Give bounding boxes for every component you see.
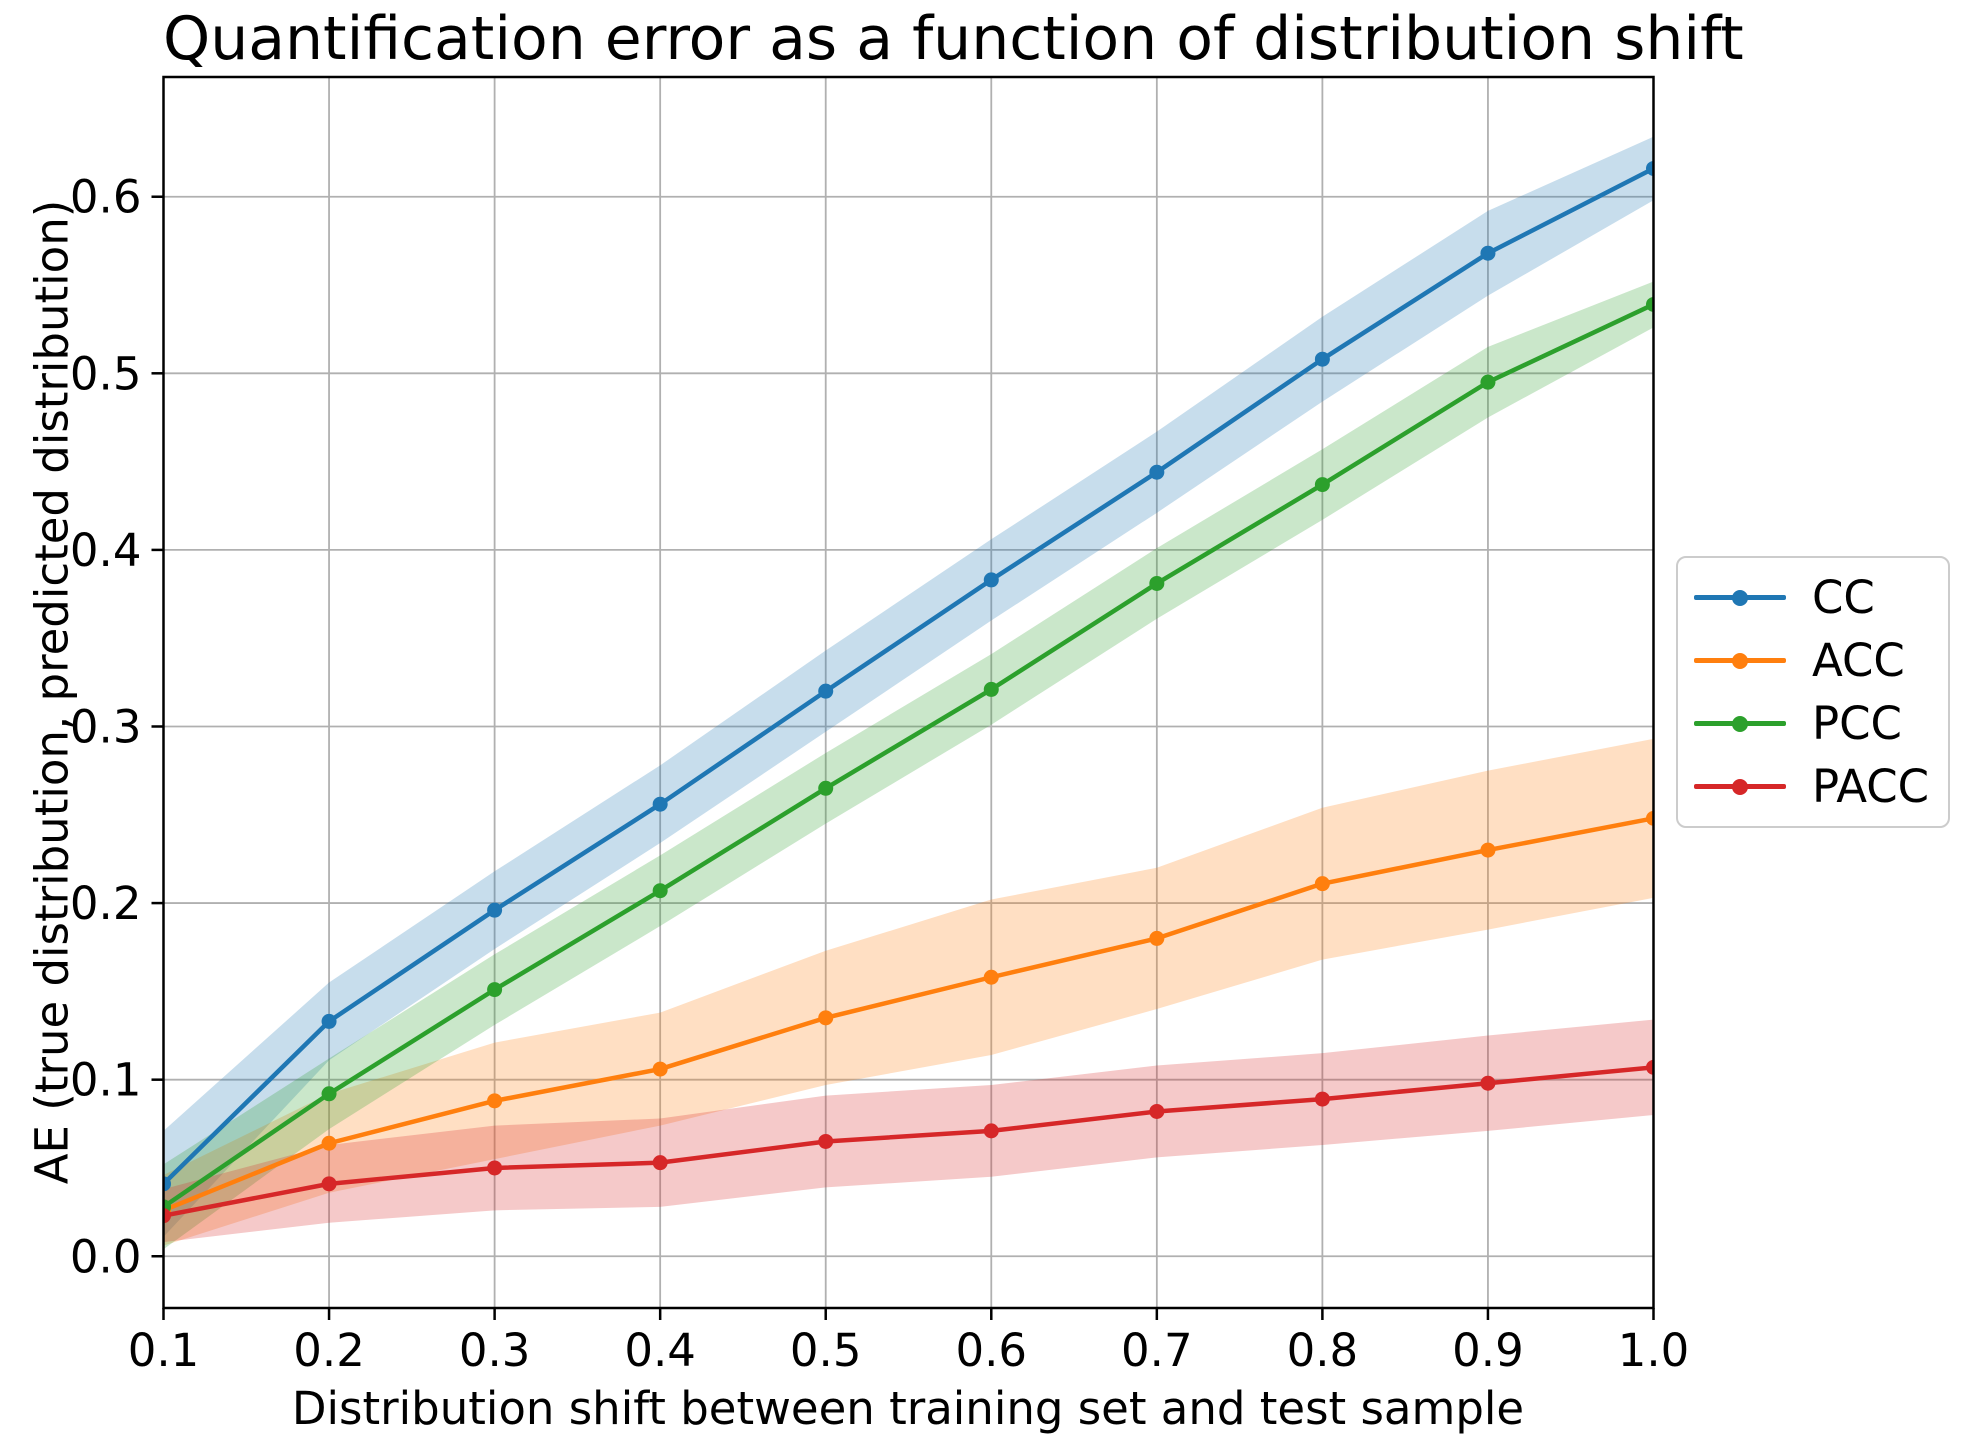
x-tick-label: 0.2	[293, 1324, 365, 1377]
marker-acc	[1480, 842, 1496, 858]
legend-label-pcc: PCC	[1812, 697, 1902, 750]
marker-acc	[1646, 810, 1654, 826]
marker-pacc	[1480, 1075, 1496, 1091]
marker-pacc	[1646, 1059, 1654, 1075]
marker-acc	[983, 969, 999, 985]
marker-acc	[321, 1135, 337, 1151]
marker-pacc	[652, 1155, 668, 1171]
y-tick-label: 0.3	[70, 700, 142, 753]
marker-pcc	[1149, 575, 1165, 591]
legend-item-pcc: PCC	[1678, 696, 1948, 752]
marker-pcc	[1480, 374, 1496, 390]
legend-label-acc: ACC	[1812, 634, 1905, 687]
marker-pacc	[983, 1123, 999, 1139]
marker-pcc	[818, 780, 834, 796]
band-pcc	[163, 281, 1654, 1250]
marker-acc	[1149, 930, 1165, 946]
y-tick-label: 0.6	[70, 171, 142, 224]
tick-marks	[151, 195, 1655, 1320]
band-acc	[163, 738, 1654, 1246]
x-tick-label: 0.5	[790, 1324, 862, 1377]
marker-acc	[818, 1010, 834, 1026]
marker-pacc	[321, 1176, 337, 1192]
marker-cc	[983, 572, 999, 588]
x-tick-label: 0.8	[1287, 1324, 1359, 1377]
marker-cc	[1314, 351, 1330, 367]
legend-marker-icon	[1732, 652, 1748, 669]
marker-pcc	[1314, 477, 1330, 493]
marker-acc	[1314, 876, 1330, 892]
legend-marker-icon	[1732, 715, 1748, 732]
series-cc	[163, 160, 1654, 1192]
y-tick-label: 0.1	[70, 1054, 142, 1107]
marker-cc	[1149, 464, 1165, 480]
band-cc	[163, 136, 1654, 1237]
y-tick-label: 0.4	[70, 524, 142, 577]
legend-item-acc: ACC	[1678, 633, 1948, 689]
x-tick-label: 0.6	[955, 1324, 1027, 1377]
marker-cc	[818, 683, 834, 699]
y-tick-label: 0.2	[70, 877, 142, 930]
marker-pacc	[1149, 1103, 1165, 1119]
marker-pcc	[652, 883, 668, 899]
marker-pcc	[321, 1086, 337, 1102]
confidence-bands	[163, 136, 1654, 1250]
marker-acc	[487, 1093, 503, 1109]
marker-cc	[1646, 160, 1654, 176]
legend-label-pacc: PACC	[1812, 760, 1930, 813]
chart-title: Quantification error as a function of di…	[163, 4, 1744, 74]
marker-cc	[487, 902, 503, 918]
legend-label-cc: CC	[1812, 571, 1875, 624]
x-tick-label: 0.1	[128, 1324, 200, 1377]
x-tick-label: 0.4	[624, 1324, 696, 1377]
x-axis-label: Distribution shift between training set …	[291, 1382, 1525, 1435]
marker-pacc	[487, 1160, 503, 1176]
legend: CC ACC PCC PACC	[1676, 556, 1950, 828]
x-tick-label: 0.9	[1452, 1324, 1524, 1377]
plot-border	[162, 75, 1655, 1310]
x-tick-label: 0.7	[1121, 1324, 1193, 1377]
series-pcc	[163, 296, 1654, 1215]
marker-pcc	[983, 681, 999, 697]
legend-item-pacc: PACC	[1678, 759, 1948, 815]
tick-labels: 0.1 0.2 0.3 0.4 0.5 0.6 0.7 0.8 0.9 1.0 0.0 0.1 0.2 0…	[70, 171, 1689, 1377]
y-tick-label: 0.5	[70, 347, 142, 400]
marker-cc	[321, 1013, 337, 1029]
marker-pacc	[818, 1133, 834, 1149]
marker-cc	[1480, 245, 1496, 261]
marker-pacc	[163, 1208, 171, 1224]
legend-line-sample-pcc	[1694, 715, 1786, 732]
y-tick-label: 0.0	[70, 1230, 142, 1283]
marker-pacc	[1314, 1091, 1330, 1107]
marker-pcc	[1646, 296, 1654, 312]
band-pacc	[163, 1019, 1654, 1243]
legend-marker-icon	[1732, 589, 1748, 606]
x-tick-label: 1.0	[1618, 1324, 1690, 1377]
marker-pcc	[487, 982, 503, 998]
legend-line-sample-acc	[1694, 652, 1786, 669]
legend-line-sample-cc	[1694, 589, 1786, 606]
x-tick-label: 0.3	[459, 1324, 531, 1377]
marker-acc	[652, 1061, 668, 1077]
series-pacc	[163, 1059, 1654, 1224]
series-lines	[163, 160, 1654, 1224]
legend-item-cc: CC	[1678, 570, 1948, 626]
marker-cc	[652, 796, 668, 812]
legend-marker-icon	[1732, 778, 1748, 795]
y-axis-label: AE (true distribution, predicted distrib…	[25, 199, 79, 1185]
marker-cc	[163, 1176, 171, 1192]
legend-line-sample-pacc	[1694, 778, 1786, 795]
